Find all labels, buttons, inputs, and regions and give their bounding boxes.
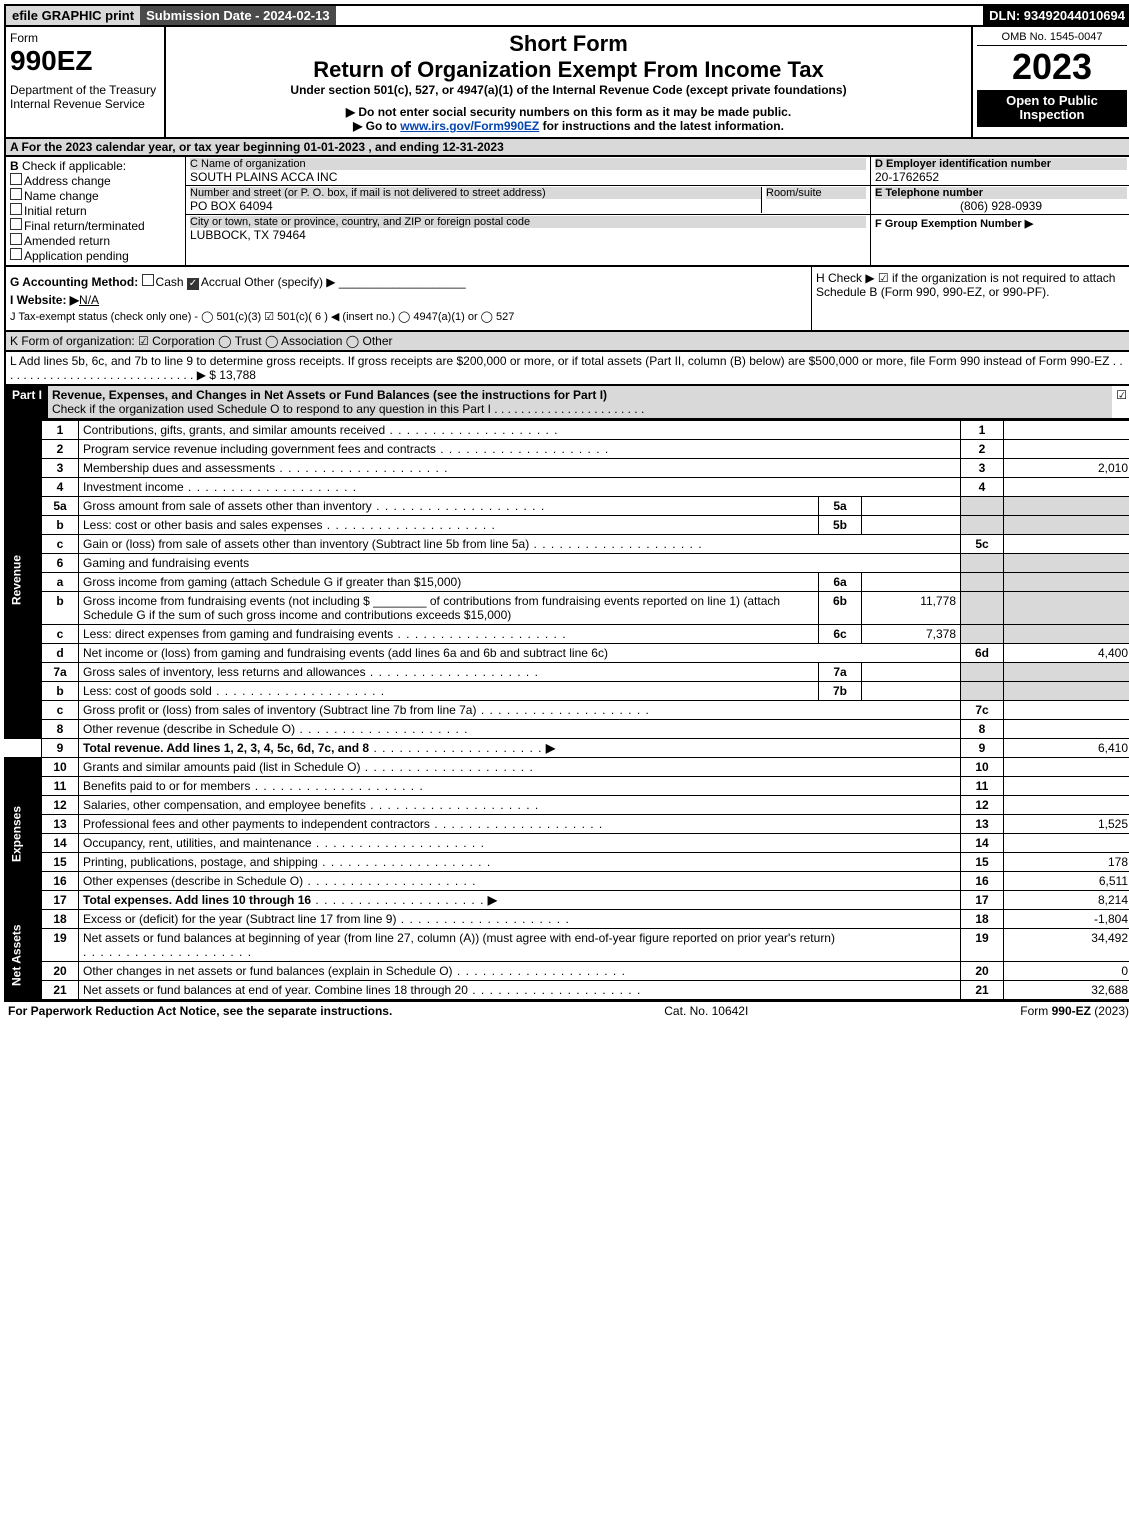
b-checkif: Check if applicable:	[22, 159, 126, 173]
opt-application-pending[interactable]: Application pending	[10, 248, 181, 263]
section-a-text: A For the 2023 calendar year, or tax yea…	[10, 140, 504, 154]
phone-value: (806) 928-0939	[875, 199, 1127, 213]
tax-year: 2023	[977, 46, 1127, 88]
note-goto: ▶ Go to www.irs.gov/Form990EZ for instru…	[170, 119, 967, 133]
form-number: 990EZ	[10, 45, 160, 77]
section-c: C Name of organization SOUTH PLAINS ACCA…	[186, 157, 871, 265]
part-i-label: Part I	[6, 386, 48, 418]
side-netassets: Net Assets	[5, 910, 42, 1000]
footer-right: Form 990-EZ (2023)	[1020, 1004, 1129, 1018]
ghij-left: G Accounting Method: Cash ✓Accrual Other…	[6, 267, 811, 330]
section-def: D Employer identification number 20-1762…	[871, 157, 1129, 265]
c-addr-hdr: Number and street (or P. O. box, if mail…	[190, 187, 761, 199]
footer-left: For Paperwork Reduction Act Notice, see …	[8, 1004, 392, 1018]
opt-final-return[interactable]: Final return/terminated	[10, 218, 181, 233]
submission-date: Submission Date - 2024-02-13	[140, 6, 336, 25]
header-mid: Short Form Return of Organization Exempt…	[166, 27, 971, 137]
lines-table: Revenue 1 Contributions, gifts, grants, …	[4, 420, 1129, 1000]
opt-name-change[interactable]: Name change	[10, 188, 181, 203]
room-hdr: Room/suite	[766, 187, 866, 199]
opt-initial-return[interactable]: Initial return	[10, 203, 181, 218]
header-left: Form 990EZ Department of the Treasury In…	[6, 27, 166, 137]
public-inspection-badge: Open to Public Inspection	[977, 90, 1127, 127]
efile-label: efile GRAPHIC print	[6, 6, 140, 25]
return-title: Return of Organization Exempt From Incom…	[170, 57, 967, 83]
f-hdr: F Group Exemption Number ▶	[875, 218, 1033, 230]
section-b: B Check if applicable: Address change Na…	[6, 157, 186, 265]
opt-amended-return[interactable]: Amended return	[10, 233, 181, 248]
section-h: H Check ▶ ☑ if the organization is not r…	[811, 267, 1129, 330]
org-address: PO BOX 64094	[190, 199, 761, 213]
subtitle: Under section 501(c), 527, or 4947(a)(1)…	[170, 83, 967, 97]
org-name: SOUTH PLAINS ACCA INC	[190, 170, 866, 184]
b-label: B	[10, 159, 19, 173]
irs-link[interactable]: www.irs.gov/Form990EZ	[400, 119, 539, 133]
note2-post: for instructions and the latest informat…	[539, 119, 784, 133]
form-header: Form 990EZ Department of the Treasury In…	[4, 27, 1129, 139]
omb-label: OMB No. 1545-0047	[977, 31, 1127, 46]
part-i-title: Revenue, Expenses, and Changes in Net As…	[48, 386, 1112, 418]
form-label: Form	[10, 31, 160, 45]
section-i: I Website: ▶N/A	[10, 293, 807, 307]
note2-pre: ▶ Go to	[353, 119, 400, 133]
side-expenses: Expenses	[5, 758, 42, 910]
dept-label: Department of the Treasury Internal Reve…	[10, 83, 160, 111]
ein-value: 20-1762652	[875, 170, 1127, 184]
section-g: G Accounting Method: Cash ✓Accrual Other…	[10, 274, 807, 290]
top-bar: efile GRAPHIC print Submission Date - 20…	[4, 4, 1129, 27]
org-city: LUBBOCK, TX 79464	[190, 228, 866, 242]
short-form-title: Short Form	[170, 31, 967, 57]
side-revenue: Revenue	[5, 421, 42, 739]
d-hdr: D Employer identification number	[875, 158, 1127, 170]
e-hdr: E Telephone number	[875, 187, 1127, 199]
section-j: J Tax-exempt status (check only one) - ◯…	[10, 310, 807, 323]
section-ghij: G Accounting Method: Cash ✓Accrual Other…	[4, 267, 1129, 332]
footer: For Paperwork Reduction Act Notice, see …	[4, 1000, 1129, 1020]
note-ssn: ▶ Do not enter social security numbers o…	[170, 105, 967, 119]
website-value: N/A	[79, 293, 99, 307]
section-l: L Add lines 5b, 6c, and 7b to line 9 to …	[4, 352, 1129, 386]
section-a: A For the 2023 calendar year, or tax yea…	[4, 139, 1129, 157]
section-k: K Form of organization: ☑ Corporation ◯ …	[4, 332, 1129, 352]
c-city-hdr: City or town, state or province, country…	[190, 216, 866, 228]
bcdef-grid: B Check if applicable: Address change Na…	[4, 157, 1129, 267]
part-i-check: ☑	[1112, 386, 1129, 404]
part-i-header: Part I Revenue, Expenses, and Changes in…	[4, 386, 1129, 420]
header-right: OMB No. 1545-0047 2023 Open to Public In…	[971, 27, 1129, 137]
opt-address-change[interactable]: Address change	[10, 173, 181, 188]
dln-label: DLN: 93492044010694	[983, 6, 1129, 25]
c-name-hdr: C Name of organization	[190, 158, 866, 170]
footer-mid: Cat. No. 10642I	[664, 1004, 748, 1018]
